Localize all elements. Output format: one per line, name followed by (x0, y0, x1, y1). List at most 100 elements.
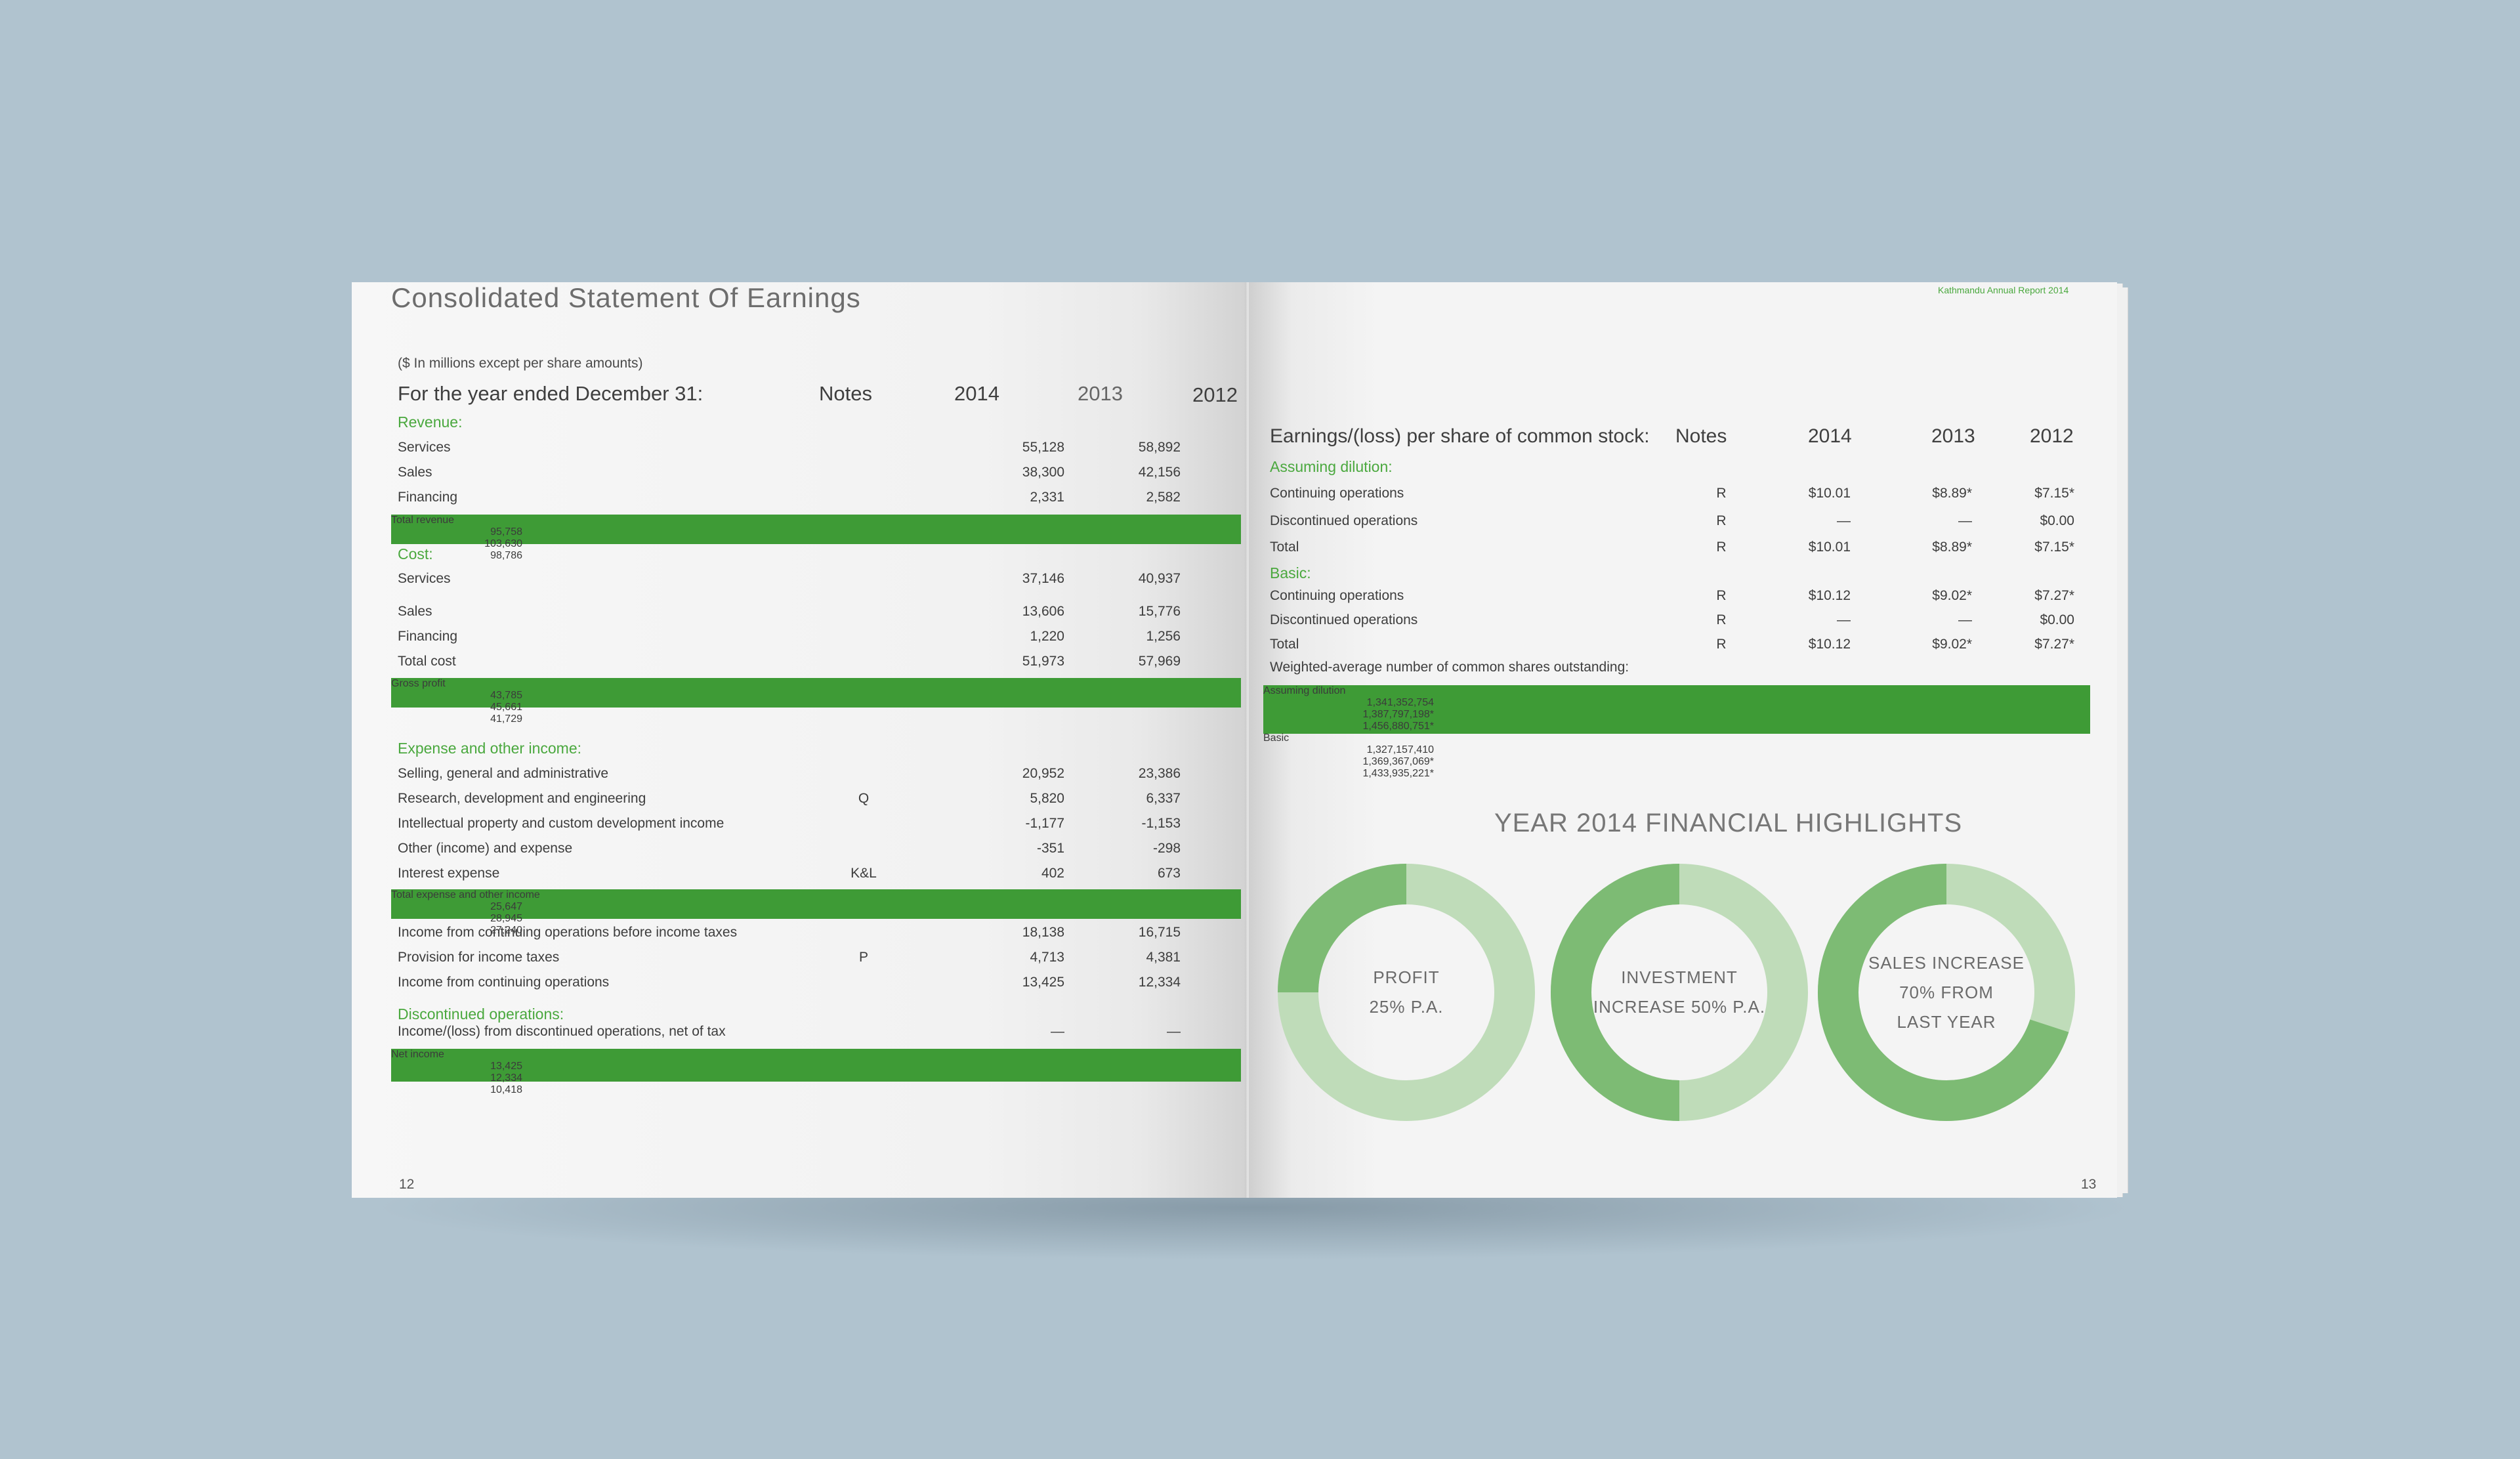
row-note: Q (858, 791, 870, 806)
donut-arc (1818, 864, 2069, 1121)
value-2014: 55,128 (1022, 440, 1064, 455)
eps-value-2014: — (1837, 513, 1851, 528)
eps-value-2012: $7.27* (2034, 637, 2074, 652)
value-2014: 13,425 (1022, 975, 1064, 990)
eps-row-note: R (1716, 513, 1727, 528)
units-note: ($ In millions except per share amounts) (398, 356, 643, 371)
eps-year-2012: 2012 (2030, 425, 2074, 447)
book-gutter (1245, 282, 1251, 1198)
value-2013: 40,937 (1138, 571, 1181, 586)
table-header-label: For the year ended December 31: (398, 382, 704, 405)
cost-section-label: Cost: (398, 545, 433, 562)
value-2014: -1,177 (1025, 816, 1064, 831)
band-value-2014: 43,785 (490, 690, 522, 701)
band-value-2014: 13,425 (490, 1061, 522, 1072)
eps-row-note: R (1716, 637, 1727, 652)
shares-value-2014: 1,341,352,754 (1366, 697, 1434, 708)
value-2013: 15,776 (1138, 604, 1181, 619)
eps-year-2013: 2013 (1931, 425, 1975, 447)
highlight-donut (1278, 864, 1535, 1121)
eps-value-2014: $10.01 (1808, 539, 1851, 555)
page-number: 13 (2081, 1177, 2097, 1192)
value-2014: -351 (1036, 841, 1064, 856)
value-2012: 2,526 (1169, 490, 1248, 505)
eps-year-2014: 2014 (1808, 425, 1852, 447)
value-2012: 14,489 (1169, 925, 1248, 941)
value-2014: 18,138 (1022, 925, 1064, 940)
shares-value-2014: 1,327,157,410 (1366, 744, 1434, 755)
value-2014: 20,952 (1022, 766, 1064, 781)
eps-row-note: R (1716, 588, 1727, 603)
band-value-2014: 25,647 (490, 901, 522, 912)
value-2013: 16,715 (1138, 925, 1181, 940)
eps-value-2014: — (1837, 612, 1851, 627)
value-2013: 58,892 (1138, 440, 1181, 455)
band-value-2012: 10,418 (490, 1084, 522, 1095)
value-2012: 54,057 (1169, 440, 1248, 455)
row-label: Services (398, 571, 451, 586)
donut-label: PROFIT 25% P.A. (1369, 967, 1444, 1017)
total-band: Gross profit 43,785 45,661 41,729 (391, 678, 1241, 725)
value-2013: 2,582 (1146, 490, 1181, 505)
page-number: 12 (399, 1177, 415, 1192)
row-note: K&L (850, 866, 877, 881)
band-value-2013: 12,334 (490, 1072, 522, 1084)
eps-value-2012: $0.00 (2040, 513, 2074, 528)
band-value-2014: 95,758 (490, 526, 522, 538)
value-2012: 611 (1169, 866, 1248, 881)
band-value-2013: 45,661 (490, 702, 522, 713)
donut-label: SALES INCREASE 70% FROM LAST YEAR (1868, 952, 2025, 1032)
row-note: P (858, 950, 868, 965)
row-label: Financing (398, 490, 458, 505)
value-2014: 13,606 (1022, 604, 1064, 619)
value-2012: 1,345 (1169, 629, 1248, 645)
row-label: Sales (398, 465, 432, 480)
year-header-2014: 2014 (954, 382, 999, 405)
eps-value-2013: — (1958, 612, 1972, 627)
value-2014: — (1051, 1024, 1064, 1039)
shares-value-2012: 1,433,935,221* (1362, 768, 1434, 779)
eps-row-note: R (1716, 486, 1727, 501)
row-label: Research, development and engineering (398, 791, 646, 806)
value-2014: 38,300 (1022, 465, 1064, 480)
donut-arc (1551, 864, 1680, 1121)
value-2013: -1,153 (1141, 816, 1181, 831)
eps-row-label: Continuing operations (1270, 486, 1404, 501)
row-label: Income from continuing operations (398, 975, 610, 990)
row-label: Other (income) and expense (398, 841, 573, 856)
highlight-donut (1818, 864, 2075, 1121)
eps-value-2012: $7.27* (2034, 588, 2074, 603)
value-2013: 4,381 (1146, 950, 1181, 965)
shares-label: Basic (1263, 732, 1290, 744)
shares-label: Assuming dilution (1263, 685, 1346, 696)
value-2014: 5,820 (1030, 791, 1064, 806)
value-2012: 0 (1169, 1024, 1248, 1040)
revenue-section-label: Revenue: (398, 413, 463, 431)
row-label: Income/(loss) from discontinued operatio… (398, 1024, 726, 1039)
value-2014: 4,713 (1030, 950, 1064, 965)
eps-value-2013: $8.89* (1932, 539, 1972, 555)
row-label: Provision for income taxes (398, 950, 560, 965)
eps-value-2013: $8.89* (1932, 486, 1972, 501)
eps-row-label: Total (1270, 637, 1299, 652)
value-2014: 51,973 (1022, 654, 1064, 669)
value-2014: 37,146 (1022, 571, 1064, 586)
row-label: Financing (398, 629, 458, 644)
eps-row-note: R (1716, 612, 1727, 627)
page-edge (2122, 287, 2128, 1193)
donut-arc (1278, 864, 1407, 993)
eps-value-2013: $9.02* (1932, 637, 1972, 652)
right-page: Kathmandu Annual Report 2014 Earnings/(l… (1249, 282, 2117, 1198)
eps-row-note: R (1716, 539, 1727, 555)
dilution-section-label: Assuming dilution: (1270, 458, 1393, 475)
value-2012: 22,060 (1169, 766, 1248, 782)
row-label: Interest expense (398, 866, 500, 881)
value-2012: 4,071 (1169, 950, 1248, 965)
eps-row-label: Discontinued operations (1270, 513, 1418, 528)
eps-value-2012: $7.15* (2034, 539, 2074, 555)
value-2012: -958 (1169, 816, 1248, 832)
band-label: Gross profit (391, 678, 446, 689)
band-value-2012: 98,786 (490, 550, 522, 561)
band-label: Total revenue (391, 515, 455, 526)
value-2012: 10,418 (1169, 975, 1248, 990)
